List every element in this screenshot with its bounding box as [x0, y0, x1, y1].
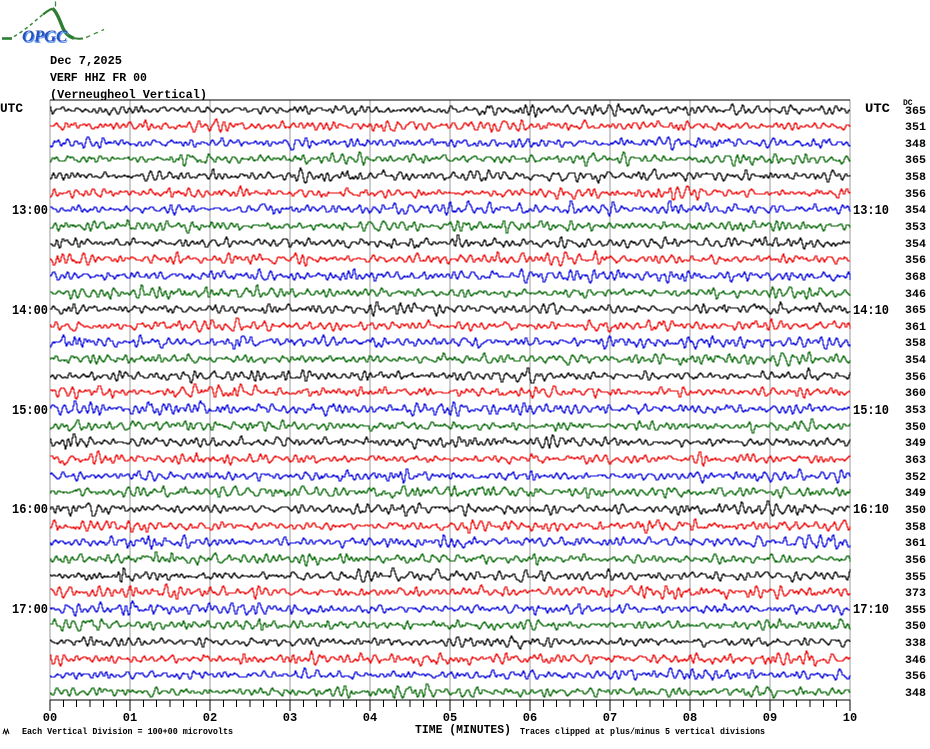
svg-text:356: 356: [905, 671, 926, 683]
svg-text:13:00: 13:00: [12, 203, 48, 219]
svg-text:350: 350: [905, 505, 926, 517]
svg-text:363: 363: [905, 455, 926, 467]
svg-text:DC: DC: [903, 99, 913, 108]
svg-text:358: 358: [905, 338, 926, 350]
svg-text:17:00: 17:00: [12, 602, 48, 618]
svg-text:355: 355: [905, 605, 926, 617]
svg-text:354: 354: [905, 355, 926, 367]
svg-text:360: 360: [905, 388, 926, 400]
svg-text:16:10: 16:10: [853, 502, 889, 518]
svg-text:346: 346: [905, 289, 926, 301]
svg-text:352: 352: [905, 472, 926, 484]
svg-text:350: 350: [905, 422, 926, 434]
svg-text:VERF HHZ FR 00: VERF HHZ FR 00: [50, 71, 147, 85]
svg-text:01: 01: [123, 711, 137, 725]
svg-text:353: 353: [905, 405, 926, 417]
svg-text:358: 358: [905, 522, 926, 534]
svg-text:15:00: 15:00: [12, 403, 48, 419]
svg-text:368: 368: [905, 272, 926, 284]
svg-text:UTC: UTC: [0, 101, 23, 116]
svg-text:06: 06: [523, 711, 537, 725]
svg-text:04: 04: [363, 711, 377, 725]
svg-text:348: 348: [905, 688, 926, 700]
svg-text:09: 09: [763, 711, 777, 725]
svg-text:10: 10: [843, 711, 857, 725]
svg-text:351: 351: [905, 122, 926, 134]
svg-text:356: 356: [905, 189, 926, 201]
svg-text:350: 350: [905, 621, 926, 633]
svg-text:361: 361: [905, 322, 926, 334]
svg-text:348: 348: [905, 139, 926, 151]
svg-text:346: 346: [905, 655, 926, 667]
svg-text:Dec 7,2025: Dec 7,2025: [50, 54, 122, 68]
svg-text:356: 356: [905, 555, 926, 567]
svg-text:Each Vertical Division = 100+: Each Vertical Division = 100+00 microvol…: [22, 727, 233, 737]
svg-text:Traces clipped at plus/minus 5: Traces clipped at plus/minus 5 vertical …: [520, 727, 765, 737]
svg-text:361: 361: [905, 538, 926, 550]
svg-text:365: 365: [905, 106, 926, 118]
svg-text:07: 07: [603, 711, 617, 725]
svg-text:00: 00: [43, 711, 57, 725]
svg-text:356: 356: [905, 255, 926, 267]
svg-text:338: 338: [905, 638, 926, 650]
svg-text:14:00: 14:00: [12, 303, 48, 319]
svg-text:13:10: 13:10: [853, 203, 889, 219]
svg-text:365: 365: [905, 305, 926, 317]
svg-text:17:10: 17:10: [853, 602, 889, 618]
svg-text:02: 02: [203, 711, 217, 725]
svg-text:UTC: UTC: [865, 101, 890, 116]
svg-text:16:00: 16:00: [12, 502, 48, 518]
svg-text:365: 365: [905, 155, 926, 167]
svg-text:353: 353: [905, 222, 926, 234]
svg-text:354: 354: [905, 239, 926, 251]
svg-text:TIME (MINUTES): TIME (MINUTES): [415, 723, 511, 737]
svg-text:OPGC: OPGC: [23, 28, 69, 47]
svg-text:15:10: 15:10: [853, 403, 889, 419]
svg-text:OPGC: OPGC: [22, 27, 68, 46]
svg-text:14:10: 14:10: [853, 303, 889, 319]
svg-text:349: 349: [905, 438, 926, 450]
svg-text:356: 356: [905, 372, 926, 384]
svg-text:05: 05: [443, 711, 457, 725]
svg-text:354: 354: [905, 205, 926, 217]
svg-text:355: 355: [905, 572, 926, 584]
svg-text:358: 358: [905, 172, 926, 184]
svg-text:349: 349: [905, 488, 926, 500]
svg-text:08: 08: [683, 711, 697, 725]
svg-text:(Verneugheol Vertical): (Verneugheol Vertical): [50, 88, 207, 102]
svg-text:03: 03: [283, 711, 297, 725]
svg-text:373: 373: [905, 588, 926, 600]
